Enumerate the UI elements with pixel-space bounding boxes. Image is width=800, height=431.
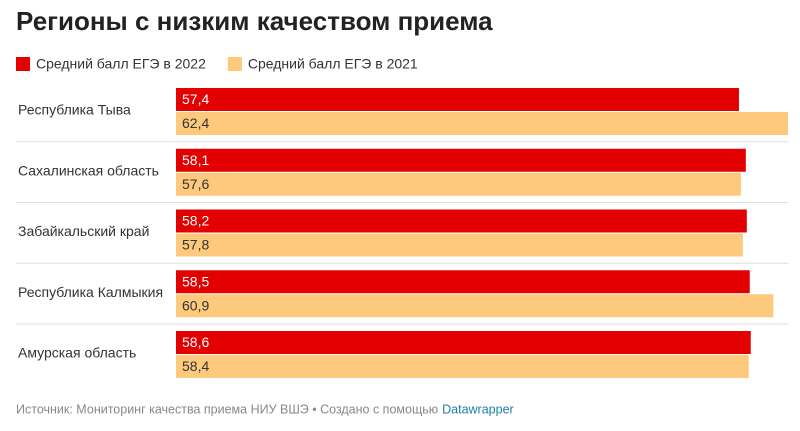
value-label: 58,6 bbox=[182, 334, 209, 350]
value-label: 57,8 bbox=[182, 237, 209, 253]
value-label: 62,4 bbox=[182, 115, 209, 131]
bar bbox=[176, 355, 749, 378]
legend-swatch bbox=[227, 57, 242, 71]
legend-swatch bbox=[16, 57, 30, 71]
bar bbox=[176, 172, 741, 196]
category-label: Республика Калмыкия bbox=[18, 284, 163, 300]
value-label: 60,9 bbox=[182, 297, 209, 313]
value-label: 58,5 bbox=[182, 273, 209, 289]
chart-title: Регионы с низким качеством приема bbox=[16, 6, 493, 36]
bar bbox=[176, 270, 750, 294]
legend-label: Средний балл ЕГЭ в 2022 bbox=[36, 56, 206, 72]
category-label: Амурская область bbox=[18, 345, 136, 361]
bar bbox=[176, 148, 746, 172]
value-label: 58,2 bbox=[182, 213, 209, 229]
legend-label: Средний балл ЕГЭ в 2021 bbox=[248, 56, 418, 72]
value-label: 58,1 bbox=[182, 152, 209, 168]
category-label: Забайкальский край bbox=[18, 223, 149, 239]
bar bbox=[176, 331, 751, 354]
value-label: 57,4 bbox=[182, 91, 209, 107]
value-label: 57,6 bbox=[182, 176, 209, 192]
bar bbox=[176, 209, 747, 233]
value-label: 58,4 bbox=[182, 358, 209, 374]
bar bbox=[176, 233, 743, 257]
category-label: Республика Тыва bbox=[18, 102, 131, 118]
footer-link[interactable]: Datawrapper bbox=[442, 402, 514, 416]
bar bbox=[176, 88, 739, 111]
category-label: Сахалинская область bbox=[18, 162, 159, 178]
bar bbox=[176, 294, 774, 318]
bar bbox=[176, 112, 788, 135]
footer-source: Источник: Мониторинг качества приема НИУ… bbox=[16, 402, 438, 416]
